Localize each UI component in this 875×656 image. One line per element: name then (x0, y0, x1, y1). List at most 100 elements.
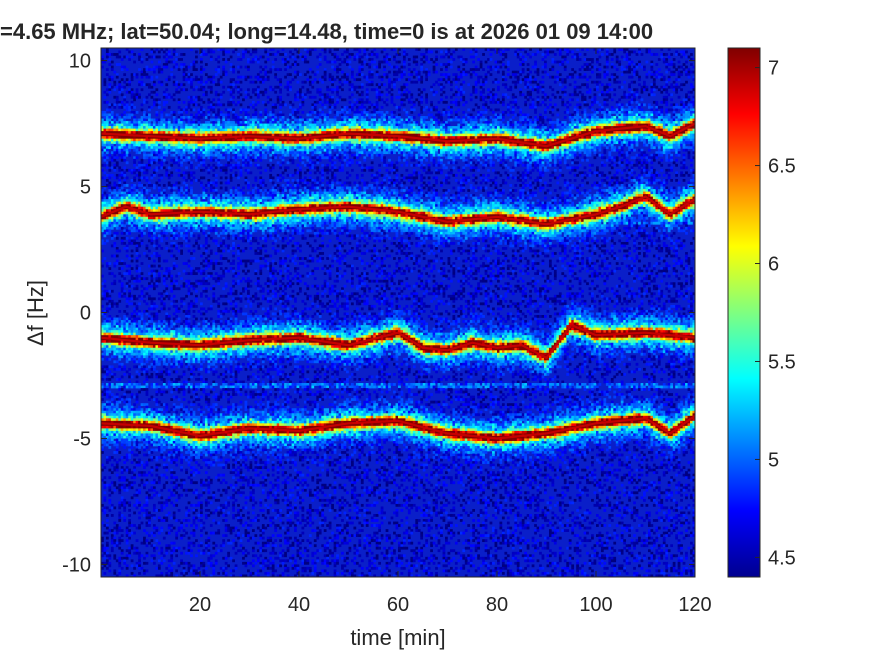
heatmap-cell (101, 521, 104, 525)
heatmap-cell (143, 141, 146, 145)
heatmap-cell (108, 78, 112, 82)
heatmap-cell (157, 206, 161, 210)
heatmap-cell (175, 415, 179, 419)
heatmap-cell (133, 178, 136, 182)
heatmap-cell (204, 224, 208, 228)
heatmap-cell (172, 209, 176, 213)
heatmap-cell (160, 375, 164, 379)
heatmap-cell (162, 456, 166, 459)
heatmap-cell (123, 216, 127, 220)
heatmap-cell (160, 574, 164, 577)
heatmap-cell (145, 168, 149, 172)
heatmap-cell (157, 68, 161, 71)
heatmap-cell (140, 70, 144, 74)
heatmap-cell (195, 526, 198, 530)
heatmap-cell (162, 206, 166, 210)
heatmap-cell (148, 534, 151, 537)
heatmap-cell (202, 287, 206, 291)
heatmap-cell (103, 279, 107, 283)
heatmap-cell (118, 378, 122, 381)
heatmap-cell (108, 58, 112, 61)
heatmap-cell (120, 58, 124, 61)
heatmap-cell (182, 443, 186, 447)
heatmap-cell (143, 320, 146, 323)
heatmap-cell (133, 440, 136, 444)
heatmap-cell (120, 191, 124, 195)
heatmap-cell (145, 254, 149, 258)
heatmap-cell (148, 320, 151, 323)
heatmap-cell (160, 443, 164, 447)
heatmap-cell (167, 224, 171, 228)
heatmap-cell (192, 211, 196, 215)
heatmap-cell (105, 423, 109, 427)
heatmap-cell (155, 372, 159, 376)
heatmap-cell (157, 388, 161, 391)
heatmap-cell (202, 385, 206, 389)
heatmap-cell (170, 493, 174, 497)
heatmap-cell (155, 141, 159, 145)
heatmap-cell (128, 153, 131, 157)
heatmap-cell (120, 284, 124, 288)
heatmap-cell (113, 425, 117, 429)
heatmap-cell (200, 511, 203, 515)
heatmap-cell (101, 433, 104, 437)
heatmap-cell (207, 201, 211, 205)
heatmap-cell (133, 352, 136, 356)
heatmap-cell (143, 352, 146, 356)
heatmap-cell (172, 138, 176, 142)
heatmap-cell (157, 435, 161, 439)
heatmap-cell (123, 229, 127, 233)
heatmap-cell (200, 443, 203, 447)
heatmap-cell (128, 317, 131, 321)
heatmap-cell (172, 370, 176, 374)
heatmap-cell (148, 204, 151, 207)
heatmap-cell (182, 282, 186, 286)
heatmap-cell (202, 133, 206, 137)
heatmap-cell (138, 463, 141, 467)
heatmap-cell (105, 357, 109, 361)
heatmap-cell (167, 199, 171, 202)
heatmap-cell (120, 327, 124, 331)
heatmap-cell (182, 446, 186, 449)
heatmap-cell (118, 335, 122, 338)
heatmap-cell (195, 75, 198, 79)
heatmap-cell (200, 85, 203, 89)
heatmap-cell (103, 322, 107, 326)
heatmap-cell (138, 95, 141, 99)
heatmap-cell (182, 262, 186, 265)
heatmap-cell (138, 244, 141, 248)
heatmap-cell (130, 312, 134, 316)
heatmap-cell (123, 247, 127, 250)
heatmap-cell (130, 100, 134, 104)
heatmap-cell (200, 466, 203, 469)
heatmap-cell (128, 352, 131, 356)
heatmap-cell (135, 146, 139, 150)
heatmap-cell (152, 214, 156, 218)
heatmap-cell (133, 148, 136, 152)
heatmap-cell (187, 501, 191, 505)
heatmap-cell (130, 50, 134, 54)
heatmap-cell (190, 163, 193, 167)
heatmap-cell (192, 491, 196, 495)
heatmap-cell (123, 214, 127, 218)
heatmap-cell (185, 408, 188, 412)
heatmap-cell (128, 390, 131, 394)
heatmap-cell (197, 143, 201, 147)
heatmap-cell (103, 257, 107, 260)
heatmap-cell (101, 405, 104, 409)
heatmap-cell (155, 403, 159, 407)
heatmap-cell (135, 75, 139, 79)
heatmap-cell (150, 60, 154, 64)
heatmap-cell (130, 78, 134, 82)
heatmap-cell (105, 561, 109, 565)
heatmap-cell (101, 330, 104, 333)
heatmap-cell (155, 574, 159, 577)
heatmap-cell (175, 428, 179, 432)
heatmap-cell (101, 340, 104, 344)
heatmap-cell (157, 415, 161, 419)
heatmap-cell (103, 327, 107, 331)
heatmap-cell (197, 418, 201, 422)
heatmap-cell (175, 549, 179, 553)
heatmap-cell (172, 133, 176, 137)
heatmap-cell (103, 418, 107, 422)
